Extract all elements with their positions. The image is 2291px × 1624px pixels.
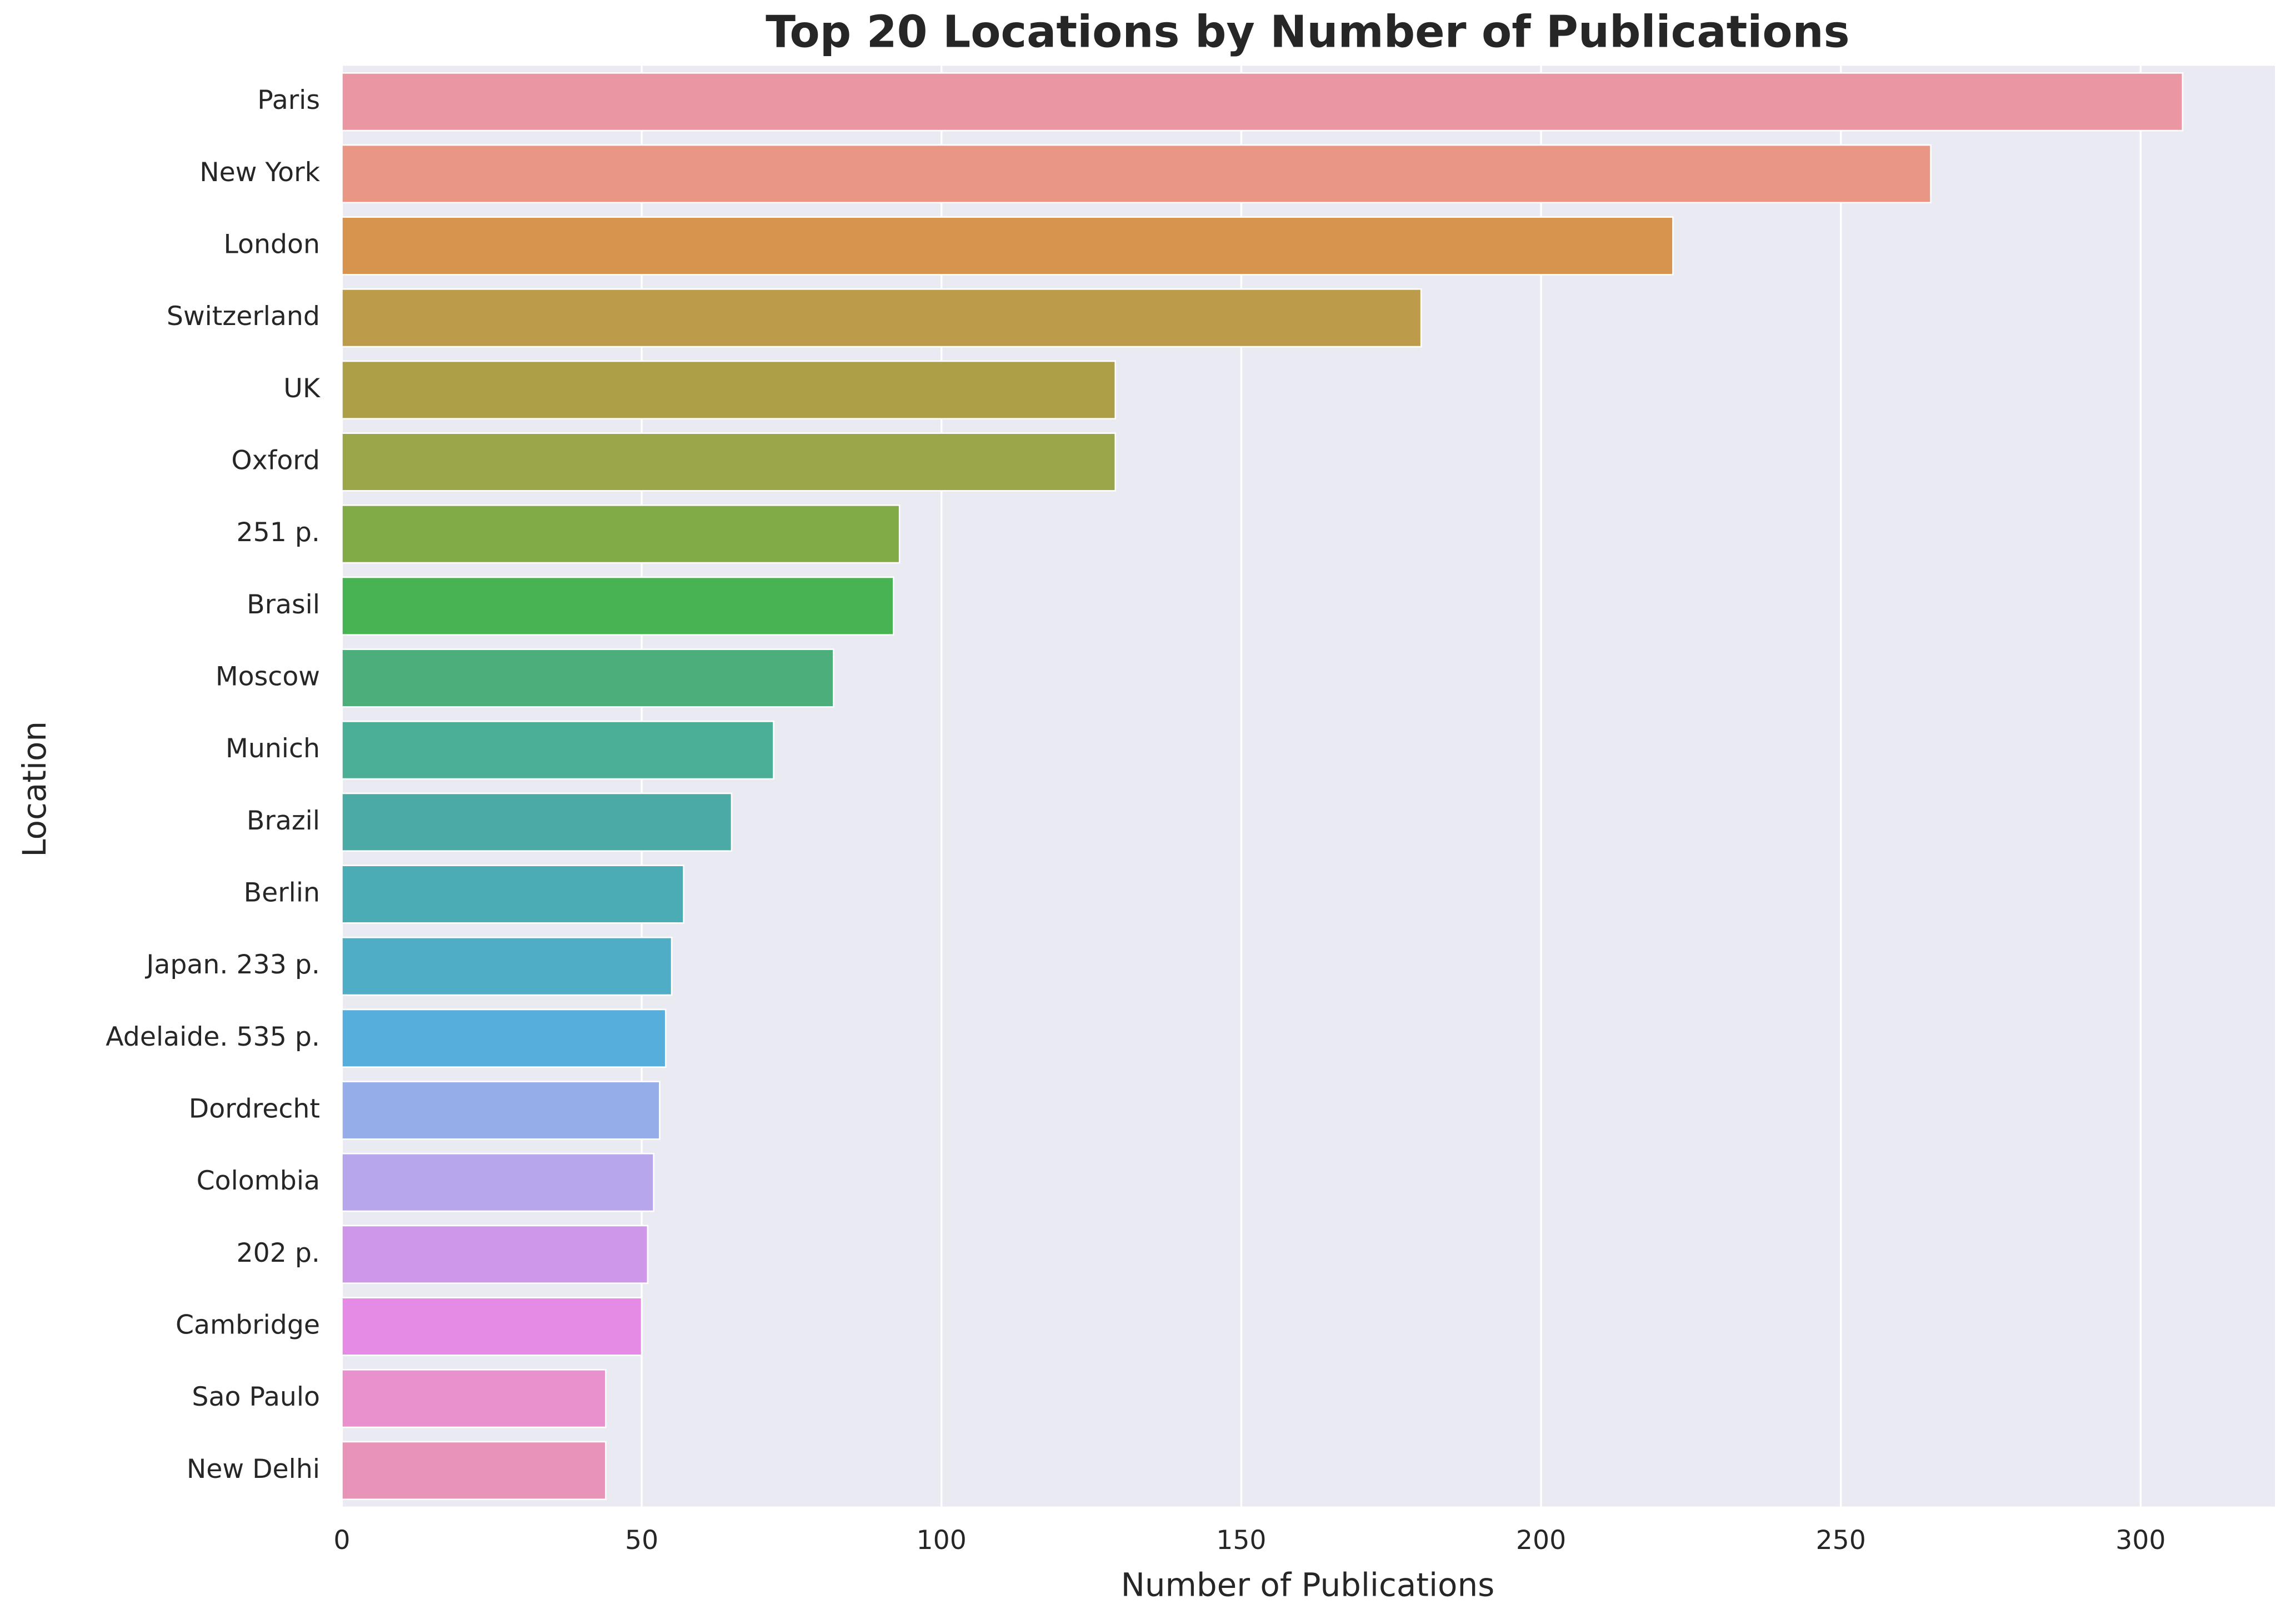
y-tick-label: Munich [226, 733, 320, 764]
y-tick-label: New Delhi [187, 1454, 320, 1485]
y-tick-label: 251 p. [237, 517, 320, 548]
bar [341, 648, 834, 708]
x-tick-label: 0 [333, 1525, 350, 1556]
y-tick-label: Berlin [244, 877, 320, 908]
plot-area [342, 66, 2275, 1507]
bar [341, 288, 1422, 348]
bar [341, 720, 774, 780]
y-tick-label: Moscow [216, 661, 320, 692]
bar [341, 1008, 667, 1068]
bar [341, 432, 1117, 492]
bar [341, 144, 1932, 204]
bar [341, 360, 1117, 420]
x-tick-label: 50 [625, 1525, 658, 1556]
y-axis-label: Location [16, 721, 53, 857]
y-tick-label: Adelaide. 535 p. [106, 1022, 320, 1052]
y-tick-label: 202 p. [237, 1238, 320, 1268]
bar [341, 576, 894, 636]
bar [341, 504, 901, 564]
y-tick-label: Brazil [247, 806, 320, 836]
x-tick-label: 200 [1516, 1525, 1566, 1556]
x-axis-label: Number of Publications [1121, 1566, 1495, 1603]
bar [341, 865, 684, 924]
y-tick-label: Paris [257, 85, 320, 116]
bar [341, 1297, 643, 1356]
bar [341, 1152, 654, 1212]
x-tick-label: 250 [1815, 1525, 1865, 1556]
y-tick-label: Switzerland [167, 301, 320, 332]
bar [341, 1225, 649, 1284]
y-tick-label: New York [199, 157, 320, 188]
bar [341, 1368, 607, 1428]
y-tick-label: Brasil [247, 589, 320, 620]
y-tick-label: Cambridge [176, 1310, 320, 1340]
chart-title: Top 20 Locations by Number of Publicatio… [766, 7, 1849, 58]
bar [341, 1441, 607, 1500]
x-tick-label: 100 [917, 1525, 967, 1556]
y-tick-label: Sao Paulo [192, 1382, 320, 1412]
bar [341, 1081, 661, 1140]
x-tick-label: 300 [2115, 1525, 2165, 1556]
y-tick-label: Colombia [197, 1166, 320, 1196]
y-tick-label: Japan. 233 p. [144, 950, 320, 980]
y-tick-label: Dordrecht [189, 1093, 320, 1124]
y-tick-label: UK [283, 373, 321, 404]
bar [341, 72, 2184, 132]
bar [341, 792, 733, 852]
bar [341, 216, 1674, 276]
x-tick-label: 150 [1216, 1525, 1266, 1556]
y-tick-label: London [224, 229, 320, 260]
y-tick-label: Oxford [231, 446, 320, 476]
bar [341, 936, 673, 996]
